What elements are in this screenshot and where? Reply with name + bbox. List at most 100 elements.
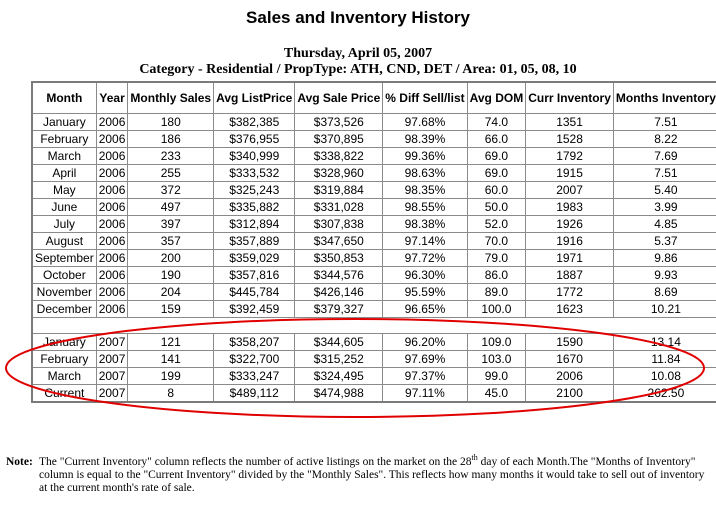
cell-pct-diff: 97.11%: [382, 384, 468, 403]
cell-avg-listprice: $325,243: [213, 181, 296, 199]
cell-months-inventory: 9.93: [612, 266, 716, 284]
cell-year: 2006: [95, 113, 129, 131]
table-row: January 2007 121 $358,207 $344,605 96.20% 109.…: [31, 333, 716, 351]
cell-months-inventory: 4.85: [612, 215, 716, 233]
cell-month: October: [31, 266, 97, 284]
column-header-months-inventory: Months Inventory: [612, 81, 716, 114]
cell-avg-listprice: $382,385: [213, 113, 296, 131]
cell-curr-inventory: 1528: [525, 130, 614, 148]
cell-avg-sale-price: $331,028: [294, 198, 384, 216]
footnote: Note: The "Current Inventory" column ref…: [6, 453, 710, 495]
cell-pct-diff: 97.37%: [382, 367, 468, 385]
cell-monthly-sales: 180: [127, 113, 215, 131]
cell-curr-inventory: 1926: [525, 215, 614, 233]
cell-curr-inventory: 1772: [525, 283, 614, 301]
cell-curr-inventory: 1971: [525, 249, 614, 267]
cell-avg-listprice: $359,029: [213, 249, 296, 267]
table-row: February 2006 186 $376,955 $370,895 98.39% 66.…: [31, 130, 716, 148]
cell-year: 2006: [95, 283, 129, 301]
cell-months-inventory: 5.37: [612, 232, 716, 250]
cell-avg-dom: 103.0: [466, 350, 527, 368]
cell-monthly-sales: 497: [127, 198, 215, 216]
cell-avg-listprice: $358,207: [213, 333, 296, 351]
cell-month: November: [31, 283, 97, 301]
cell-months-inventory: 10.21: [612, 300, 716, 318]
cell-avg-listprice: $392,459: [213, 300, 296, 318]
cell-month: February: [31, 350, 97, 368]
cell-monthly-sales: 397: [127, 215, 215, 233]
column-header-pct-diff: % Diff Sell/list: [382, 81, 468, 114]
cell-avg-listprice: $357,816: [213, 266, 296, 284]
cell-monthly-sales: 357: [127, 232, 215, 250]
cell-avg-dom: 99.0: [466, 367, 527, 385]
cell-avg-listprice: $335,882: [213, 198, 296, 216]
table-row: June 2006 497 $335,882 $331,028 98.55% 50.0 198…: [31, 198, 716, 216]
cell-monthly-sales: 141: [127, 350, 215, 368]
cell-pct-diff: 99.36%: [382, 147, 468, 165]
cell-avg-dom: 79.0: [466, 249, 527, 267]
cell-months-inventory: 10.08: [612, 367, 716, 385]
cell-monthly-sales: 159: [127, 300, 215, 318]
cell-month: March: [31, 367, 97, 385]
cell-avg-sale-price: $373,526: [294, 113, 384, 131]
cell-pct-diff: 97.69%: [382, 350, 468, 368]
cell-pct-diff: 95.59%: [382, 283, 468, 301]
column-header-curr-inventory: Curr Inventory: [525, 81, 614, 114]
cell-monthly-sales: 200: [127, 249, 215, 267]
cell-avg-sale-price: $328,960: [294, 164, 384, 182]
sales-inventory-table: Month Year Monthly Sales Avg ListPrice A…: [31, 81, 716, 403]
cell-year: 2006: [95, 266, 129, 284]
cell-avg-dom: 66.0: [466, 130, 527, 148]
column-header-month: Month: [31, 81, 97, 114]
note-label: Note:: [6, 456, 33, 468]
cell-monthly-sales: 255: [127, 164, 215, 182]
cell-avg-dom: 69.0: [466, 164, 527, 182]
column-header-monthly-sales: Monthly Sales: [127, 81, 215, 114]
cell-months-inventory: 5.40: [612, 181, 716, 199]
cell-year: 2007: [95, 384, 129, 403]
cell-monthly-sales: 8: [127, 384, 215, 403]
spacer-group: [32, 317, 716, 334]
cell-avg-sale-price: $370,895: [294, 130, 384, 148]
cell-months-inventory: 8.69: [612, 283, 716, 301]
cell-pct-diff: 98.38%: [382, 215, 468, 233]
cell-month: February: [31, 130, 97, 148]
cell-avg-listprice: $333,247: [213, 367, 296, 385]
table-header-row: Month Year Monthly Sales Avg ListPrice A…: [31, 81, 716, 114]
cell-curr-inventory: 2007: [525, 181, 614, 199]
cell-months-inventory: 9.86: [612, 249, 716, 267]
spacer-row: [32, 317, 716, 334]
cell-month: Current: [31, 384, 97, 403]
rows-2007: January 2007 121 $358,207 $344,605 96.20% 109.…: [31, 333, 716, 403]
page-title: Sales and Inventory History: [246, 8, 470, 27]
cell-avg-sale-price: $379,327: [294, 300, 384, 318]
cell-avg-sale-price: $344,605: [294, 333, 384, 351]
cell-monthly-sales: 233: [127, 147, 215, 165]
cell-monthly-sales: 199: [127, 367, 215, 385]
cell-avg-dom: 86.0: [466, 266, 527, 284]
cell-months-inventory: 13.14: [612, 333, 716, 351]
cell-curr-inventory: 1887: [525, 266, 614, 284]
cell-monthly-sales: 204: [127, 283, 215, 301]
cell-pct-diff: 98.63%: [382, 164, 468, 182]
cell-avg-dom: 45.0: [466, 384, 527, 403]
cell-curr-inventory: 2006: [525, 367, 614, 385]
note-superscript: th: [471, 453, 478, 463]
table-row: July 2006 397 $312,894 $307,838 98.38% 52.0 192…: [31, 215, 716, 233]
table-row: October 2006 190 $357,816 $344,576 96.30% 86.0…: [31, 266, 716, 284]
cell-months-inventory: 8.22: [612, 130, 716, 148]
cell-year: 2006: [95, 232, 129, 250]
cell-avg-dom: 50.0: [466, 198, 527, 216]
cell-year: 2006: [95, 147, 129, 165]
table-row: November 2006 204 $445,784 $426,146 95.59% 89.…: [31, 283, 716, 301]
cell-avg-listprice: $340,999: [213, 147, 296, 165]
cell-avg-dom: 52.0: [466, 215, 527, 233]
cell-avg-dom: 100.0: [466, 300, 527, 318]
cell-curr-inventory: 1351: [525, 113, 614, 131]
cell-month: April: [31, 164, 97, 182]
cell-pct-diff: 98.39%: [382, 130, 468, 148]
table-row: December 2006 159 $392,459 $379,327 96.65% 100…: [31, 300, 716, 318]
report-date: Thursday, April 05, 2007: [283, 46, 433, 61]
table-row: February 2007 141 $322,700 $315,252 97.69% 103…: [31, 350, 716, 368]
cell-month: September: [31, 249, 97, 267]
